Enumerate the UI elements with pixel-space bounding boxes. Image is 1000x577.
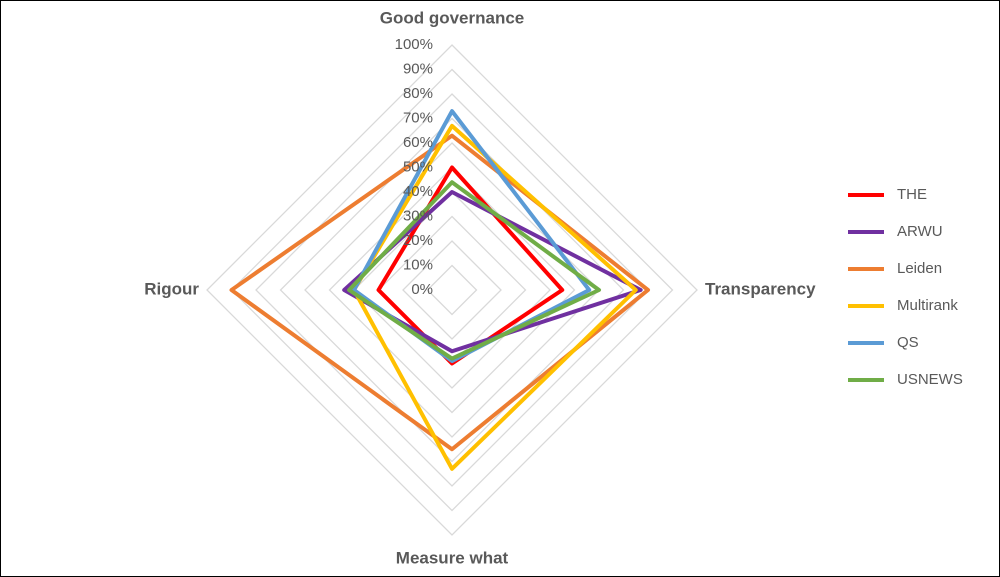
grid-ring <box>426 264 478 316</box>
grid-ring <box>206 44 698 536</box>
r-tick-label: 60% <box>403 134 433 151</box>
series-line <box>352 109 592 364</box>
r-tick-label: 20% <box>403 232 433 249</box>
r-tick-label: 50% <box>403 158 433 175</box>
series-line <box>347 180 601 361</box>
r-tick-label: 100% <box>395 36 433 53</box>
legend-label: QS <box>897 334 919 351</box>
grid-ring <box>230 68 674 512</box>
r-tick-label: 30% <box>403 207 433 224</box>
series-line <box>352 123 638 471</box>
grid-ring <box>255 93 649 487</box>
series-line <box>229 133 650 452</box>
r-tick-label: 0% <box>411 281 433 298</box>
category-label: Transparency <box>705 279 816 298</box>
category-label: Measure what <box>396 548 509 567</box>
legend-label: USNEWS <box>897 371 963 388</box>
r-tick-label: 80% <box>403 85 433 102</box>
grid-ring <box>328 166 576 414</box>
category-label: Rigour <box>144 279 199 298</box>
r-tick-label: 40% <box>403 183 433 200</box>
legend-label: Leiden <box>897 260 942 277</box>
series-line <box>376 165 565 366</box>
r-tick-label: 70% <box>403 109 433 126</box>
legend-label: Multirank <box>897 297 958 314</box>
grid-ring <box>279 117 625 463</box>
grid-ring <box>353 191 551 389</box>
grid-ring <box>402 240 502 340</box>
legend-label: ARWU <box>897 223 943 240</box>
r-tick-label: 90% <box>403 60 433 77</box>
legend-label: THE <box>897 186 927 203</box>
category-label: Good governance <box>380 8 525 27</box>
r-tick-label: 10% <box>403 256 433 273</box>
